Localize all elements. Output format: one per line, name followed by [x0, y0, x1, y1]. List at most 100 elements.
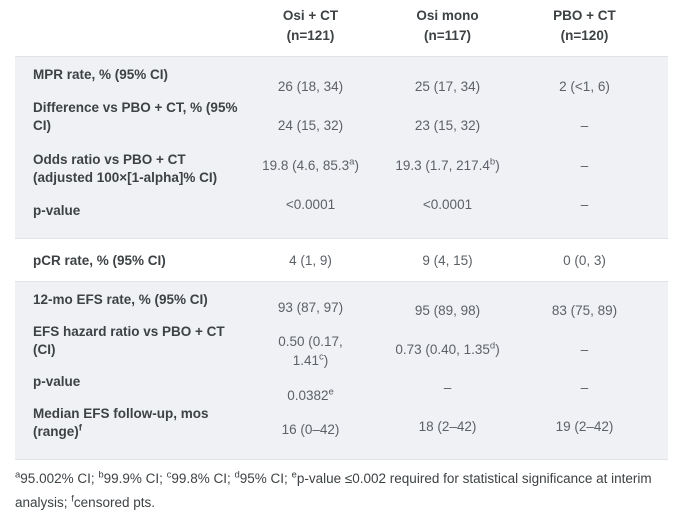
label-text: p-value — [33, 202, 81, 218]
value-text: 95 (89, 98) — [414, 303, 481, 319]
value-text: 93 (87, 97) — [277, 299, 344, 315]
value-text: <0.0001 — [422, 196, 473, 212]
label-text: p-value — [33, 374, 81, 389]
value-text: 23 (15, 32) — [414, 118, 481, 134]
value-cell: 0.0382e — [287, 386, 334, 405]
value-text: 83 (75, 89) — [551, 303, 618, 319]
value-text: ) — [495, 341, 500, 357]
value-cell: – — [444, 378, 452, 397]
column-n: (n=120) — [560, 28, 609, 43]
column-title: Osi mono — [416, 8, 479, 23]
value-cell: 0.73 (0.40, 1.35d) — [395, 340, 499, 359]
label-text: Odds ratio vs PBO + CT (adjusted 100×[1-… — [33, 151, 218, 185]
section-efs: 12-mo EFS rate, % (95% CI) EFS hazard ra… — [15, 281, 668, 460]
value-text: – — [580, 380, 589, 396]
value-cell: – — [581, 340, 589, 359]
value-cell: 0.50 (0.17, 1.41c) — [270, 332, 352, 370]
value-text: ) — [495, 157, 500, 173]
value-superscript: c — [319, 351, 324, 363]
value-text: 19.3 (1.7, 217.4 — [395, 157, 490, 173]
footnote-text: censored pts. — [73, 495, 155, 510]
value-text: ) — [354, 157, 359, 173]
value-cell: – — [581, 116, 589, 135]
footnote: a95.002% CI; b99.9% CI; c99.8% CI; d95% … — [15, 467, 653, 515]
value-cell: 24 (15, 32) — [278, 116, 343, 135]
row-label-efs-followup: Median EFS follow-up, mos (range)f — [33, 405, 242, 441]
value-cell: 2 (<1, 6) — [559, 77, 610, 96]
label-text: Difference vs PBO + CT, % (95% CI) — [33, 100, 238, 134]
mpr-values-pbo-ct: 2 (<1, 6) – – – — [516, 57, 653, 238]
value-cell: 4 (1, 9) — [242, 253, 379, 268]
column-title: PBO + CT — [553, 8, 616, 23]
footnote-superscript: f — [71, 493, 74, 505]
row-label-pcr-rate: pCR rate, % (95% CI) — [15, 253, 242, 268]
efs-values-osi-ct: 93 (87, 97) 0.50 (0.17, 1.41c) 0.0382e 1… — [242, 282, 379, 459]
value-cell: – — [581, 378, 589, 397]
value-superscript: e — [328, 386, 334, 398]
value-text: 26 (18, 34) — [277, 79, 344, 95]
footnote-superscript: d — [234, 469, 240, 481]
mpr-values-osi-mono: 25 (17, 34) 23 (15, 32) 19.3 (1.7, 217.4… — [379, 57, 516, 238]
row-label-efs-hazard-ratio: EFS hazard ratio vs PBO + CT (CI) — [33, 323, 242, 359]
value-cell: 16 (0–42) — [282, 420, 340, 439]
value-superscript: b — [489, 156, 496, 168]
footnote-text: 99.9% CI; — [103, 471, 167, 486]
footnote-superscript: b — [98, 469, 104, 481]
label-superscript: f — [78, 422, 82, 434]
row-label-mpr-rate: MPR rate, % (95% CI) — [33, 66, 242, 84]
row-label-efs-rate: 12-mo EFS rate, % (95% CI) — [33, 291, 242, 309]
value-cell: 95 (89, 98) — [415, 301, 480, 320]
value-text: 0.0382 — [287, 387, 329, 403]
value-cell: 26 (18, 34) — [278, 77, 343, 96]
footnote-text: 95% CI; — [239, 471, 292, 486]
value-cell: <0.0001 — [423, 195, 472, 214]
efs-values-pbo-ct: 83 (75, 89) – – 19 (2–42) — [516, 282, 653, 459]
value-cell: 18 (2–42) — [419, 417, 477, 436]
value-cell: <0.0001 — [286, 195, 335, 214]
row-label-mpr-odds-ratio: Odds ratio vs PBO + CT (adjusted 100×[1-… — [33, 151, 242, 187]
value-cell: 19.8 (4.6, 85.3a) — [262, 156, 359, 175]
value-cell: 25 (17, 34) — [415, 77, 480, 96]
efs-label-column: 12-mo EFS rate, % (95% CI) EFS hazard ra… — [15, 282, 242, 459]
value-text: <0.0001 — [285, 196, 336, 212]
value-text: 4 (1, 9) — [289, 252, 332, 268]
value-cell: 23 (15, 32) — [415, 116, 480, 135]
value-cell: – — [581, 195, 589, 214]
value-cell: 9 (4, 15) — [379, 253, 516, 268]
value-cell: 19 (2–42) — [556, 417, 614, 436]
column-n: (n=117) — [424, 28, 471, 43]
efs-values-osi-mono: 95 (89, 98) 0.73 (0.40, 1.35d) – 18 (2–4… — [379, 282, 516, 459]
value-text: 2 (<1, 6) — [559, 79, 610, 95]
column-title: Osi + CT — [282, 8, 339, 23]
value-text: 19 (2–42) — [555, 418, 614, 434]
footnote-text: 95.002% CI; — [20, 471, 99, 486]
value-superscript: a — [349, 156, 355, 168]
value-text: – — [580, 341, 589, 357]
value-text: 9 (4, 15) — [422, 252, 473, 268]
footnote-superscript: e — [291, 469, 297, 481]
row-label-mpr-p-value: p-value — [33, 202, 242, 220]
value-text: 0 (0, 3) — [563, 252, 606, 268]
label-text: 12-mo EFS rate, % (95% CI) — [33, 292, 208, 307]
label-text: MPR rate, % (95% CI) — [33, 67, 169, 82]
mpr-values-osi-ct: 26 (18, 34) 24 (15, 32) 19.8 (4.6, 85.3a… — [242, 57, 379, 238]
value-text: 18 (2–42) — [418, 418, 477, 434]
value-text: 19.8 (4.6, 85.3 — [262, 157, 350, 173]
column-header-pbo-ct: PBO + CT (n=120) — [516, 6, 653, 56]
value-text: – — [580, 118, 589, 134]
footnote-text: 99.8% CI; — [171, 471, 235, 486]
value-superscript: d — [489, 340, 496, 352]
footnote-text: p-value ≤0.002 required for statistical … — [15, 471, 652, 510]
label-text: Median EFS follow-up, mos (range) — [33, 406, 209, 439]
value-cell: 83 (75, 89) — [552, 301, 617, 320]
value-text: 24 (15, 32) — [277, 118, 344, 134]
mpr-label-column: MPR rate, % (95% CI) Difference vs PBO +… — [15, 57, 242, 238]
row-label-efs-p-value: p-value — [33, 373, 242, 391]
value-text: – — [580, 157, 589, 173]
value-text: 25 (17, 34) — [414, 79, 481, 95]
section-pcr: pCR rate, % (95% CI) 4 (1, 9) 9 (4, 15) … — [15, 239, 668, 281]
column-n: (n=121) — [286, 28, 335, 43]
value-text: 0.50 (0.17, 1.41 — [278, 334, 343, 369]
column-header-osi-mono: Osi mono (n=117) — [379, 6, 516, 56]
